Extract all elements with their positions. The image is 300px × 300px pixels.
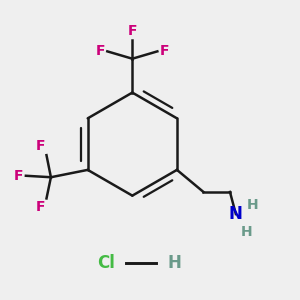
Text: F: F: [14, 169, 23, 183]
Text: F: F: [95, 44, 105, 58]
Text: F: F: [160, 44, 169, 58]
Text: H: H: [241, 225, 253, 239]
Text: F: F: [35, 200, 45, 214]
Text: F: F: [128, 24, 137, 38]
Text: Cl: Cl: [97, 254, 115, 272]
Text: H: H: [247, 198, 259, 212]
Text: N: N: [229, 205, 243, 223]
Text: F: F: [35, 140, 45, 153]
Text: H: H: [168, 254, 182, 272]
